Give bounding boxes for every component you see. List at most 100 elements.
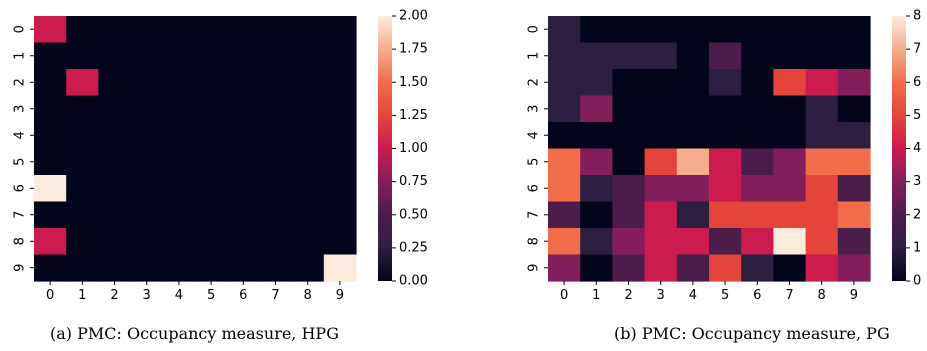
heatmap-cell bbox=[644, 254, 678, 282]
colorbar-tick-label: 1.25 bbox=[399, 108, 428, 123]
x-tick-label: 1 bbox=[592, 288, 600, 303]
heatmap-cell bbox=[773, 228, 807, 256]
heatmap-b-y-axis: 0 1 2 3 4 5 6 7 8 9 bbox=[527, 25, 548, 272]
heatmap-cell bbox=[709, 175, 742, 203]
heatmap-cell bbox=[709, 228, 742, 256]
heatmap-cell bbox=[323, 95, 357, 123]
colorbar-tick-label: 0.75 bbox=[399, 174, 428, 189]
y-tick-label: 5 bbox=[13, 158, 28, 166]
heatmap-cell bbox=[580, 228, 613, 256]
x-tick-label: 1 bbox=[78, 288, 86, 303]
y-tick-label: 7 bbox=[13, 211, 28, 219]
heatmap-cell bbox=[323, 254, 357, 282]
heatmap-cell bbox=[612, 16, 646, 44]
heatmap-cell bbox=[612, 95, 646, 123]
heatmap-cell bbox=[98, 42, 132, 70]
heatmap-cell bbox=[709, 69, 742, 97]
y-tick-label: 4 bbox=[527, 131, 542, 139]
heatmap-cell bbox=[580, 175, 613, 203]
heatmap-cell bbox=[644, 148, 678, 176]
heatmap-cell bbox=[805, 175, 839, 203]
heatmap-cell bbox=[162, 148, 196, 176]
heatmap-cell bbox=[676, 148, 710, 176]
heatmap-cell bbox=[259, 16, 293, 44]
colorbar-tick-label: 1.50 bbox=[399, 75, 428, 90]
heatmap-cell bbox=[837, 122, 871, 150]
heatmap-cell bbox=[130, 95, 164, 123]
heatmap-cell bbox=[291, 148, 325, 176]
heatmap-cell bbox=[773, 95, 807, 123]
heatmap-cell bbox=[66, 228, 99, 256]
heatmap-cell bbox=[837, 69, 871, 97]
heatmap-cell bbox=[162, 16, 196, 44]
heatmap-cell bbox=[644, 42, 678, 70]
heatmap-cell bbox=[98, 175, 132, 203]
heatmap-cell bbox=[259, 201, 293, 229]
heatmap-cell bbox=[66, 69, 99, 97]
heatmap-cell bbox=[291, 228, 325, 256]
heatmap-cell bbox=[259, 148, 293, 176]
heatmap-cell bbox=[66, 254, 99, 282]
heatmap-cell bbox=[548, 69, 581, 97]
x-tick-label: 8 bbox=[304, 288, 312, 303]
heatmap-cell bbox=[676, 228, 710, 256]
heatmap-cell bbox=[259, 122, 293, 150]
heatmap-cell bbox=[130, 175, 164, 203]
heatmap-cell bbox=[805, 228, 839, 256]
heatmap-cell bbox=[323, 122, 357, 150]
colorbar-tick-label: 7 bbox=[913, 42, 921, 57]
heatmap-cell bbox=[676, 201, 710, 229]
heatmap-cell bbox=[709, 16, 742, 44]
heatmap-cell bbox=[291, 42, 325, 70]
heatmap-cell bbox=[741, 228, 774, 256]
x-tick-label: 0 bbox=[560, 288, 568, 303]
heatmap-cell bbox=[34, 201, 67, 229]
heatmap-cell bbox=[195, 175, 228, 203]
heatmap-cell bbox=[773, 148, 807, 176]
heatmap-cell bbox=[773, 16, 807, 44]
heatmap-cell bbox=[644, 175, 678, 203]
colorbar-tick-label: 4 bbox=[913, 141, 921, 156]
heatmap-cell bbox=[805, 148, 839, 176]
x-tick-label: 5 bbox=[721, 288, 729, 303]
heatmap-cell bbox=[580, 254, 613, 282]
heatmap-cell bbox=[227, 228, 260, 256]
heatmap-cell bbox=[259, 254, 293, 282]
y-tick-label: 1 bbox=[13, 52, 28, 60]
x-tick-label: 2 bbox=[624, 288, 632, 303]
colorbar-b-ticks: 0 1 2 3 4 5 6 7 8 bbox=[906, 9, 921, 289]
colorbar-tick-label: 2.00 bbox=[399, 9, 428, 24]
colorbar-a-ticks: 0.00 0.25 0.50 0.75 1.00 1.25 1.50 1.75 2.00 bbox=[392, 9, 428, 289]
heatmap-cell bbox=[195, 228, 228, 256]
heatmap-cell bbox=[98, 201, 132, 229]
heatmap-cell bbox=[676, 69, 710, 97]
heatmap-cell bbox=[805, 254, 839, 282]
heatmap-cell bbox=[773, 201, 807, 229]
colorbar-tick-label: 5 bbox=[913, 108, 921, 123]
y-tick-label: 0 bbox=[527, 25, 542, 33]
y-tick-label: 8 bbox=[527, 237, 542, 245]
x-tick-label: 4 bbox=[175, 288, 183, 303]
y-tick-label: 2 bbox=[527, 78, 542, 86]
y-tick-label: 5 bbox=[527, 158, 542, 166]
x-tick-label: 0 bbox=[46, 288, 54, 303]
heatmap-cell bbox=[741, 122, 774, 150]
heatmap-cell bbox=[130, 42, 164, 70]
colorbar-tick-label: 1 bbox=[913, 240, 921, 255]
y-tick-label: 6 bbox=[527, 184, 542, 192]
heatmap-cell bbox=[98, 254, 132, 282]
heatmap-cell bbox=[130, 201, 164, 229]
heatmap-cell bbox=[548, 122, 581, 150]
heatmap-cell bbox=[130, 254, 164, 282]
heatmap-cell bbox=[741, 148, 774, 176]
y-tick-label: 9 bbox=[527, 264, 542, 272]
heatmap-cell bbox=[162, 95, 196, 123]
heatmap-cell bbox=[162, 254, 196, 282]
heatmap-cell bbox=[66, 16, 99, 44]
heatmap-cell bbox=[259, 42, 293, 70]
heatmap-cell bbox=[580, 69, 613, 97]
heatmap-cell bbox=[805, 201, 839, 229]
heatmap-cell bbox=[162, 122, 196, 150]
heatmap-b-cells bbox=[548, 16, 871, 282]
